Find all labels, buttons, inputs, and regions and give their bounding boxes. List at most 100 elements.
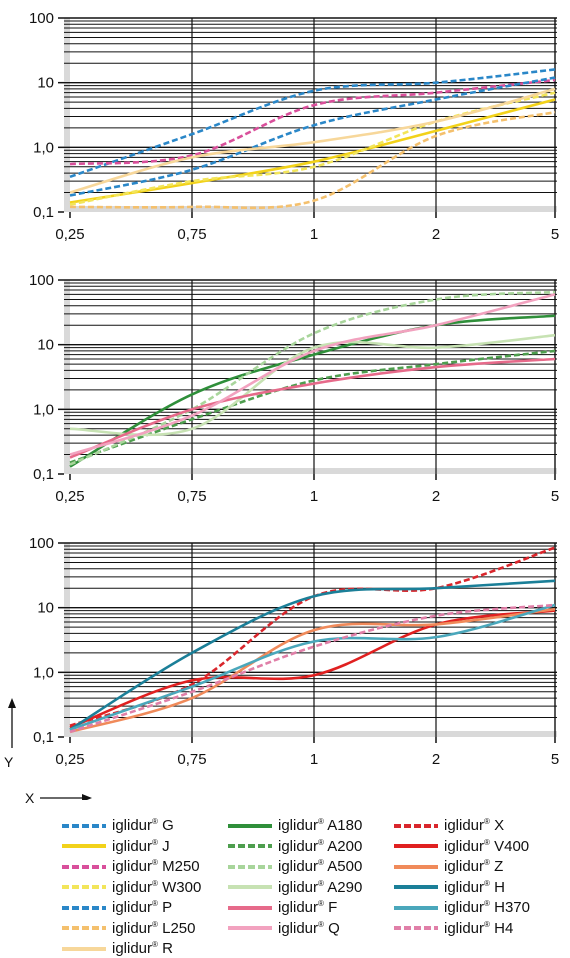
series-line-Q bbox=[69, 293, 556, 456]
legend-item-A290: iglidur® A290 bbox=[228, 878, 362, 897]
legend-swatch bbox=[62, 885, 106, 889]
series-line-H4 bbox=[69, 603, 556, 734]
legend-item-M250: iglidur® M250 bbox=[62, 857, 200, 876]
series-line-H370 bbox=[69, 603, 556, 731]
bottom-band bbox=[64, 468, 557, 474]
left-band bbox=[64, 280, 70, 474]
x-axis-label: X bbox=[25, 790, 35, 806]
chart-panel-2: 100 10 1,0 0,10,25 0,75 1 2 5 bbox=[29, 272, 559, 505]
x-tick-label: 0,25 bbox=[55, 751, 84, 768]
x-tick-label: 5 bbox=[551, 488, 559, 505]
x-tick-label: 2 bbox=[432, 226, 440, 243]
y-tick-label: 100 bbox=[29, 272, 54, 289]
legend-item-A500: iglidur® A500 bbox=[228, 857, 362, 876]
legend-label: iglidur® V400 bbox=[444, 837, 530, 855]
x-tick-label: 0,25 bbox=[55, 488, 84, 505]
legend-swatch bbox=[228, 864, 272, 869]
y-tick-label: 10 bbox=[37, 600, 54, 617]
legend-item-H370: iglidur® H370 bbox=[394, 898, 530, 917]
y-tick-label: 1,0 bbox=[33, 401, 54, 418]
bottom-band bbox=[64, 206, 557, 212]
legend-swatch bbox=[394, 885, 438, 889]
legend-item-G: iglidur® G bbox=[62, 816, 174, 835]
x-axis-arrow bbox=[40, 794, 92, 800]
legend-item-L250: iglidur® L250 bbox=[62, 919, 195, 938]
legend-item-P: iglidur® P bbox=[62, 898, 172, 917]
left-band bbox=[64, 18, 70, 212]
series-line-P bbox=[69, 76, 556, 197]
legend-item-F: iglidur® F bbox=[228, 898, 337, 917]
legend-label: iglidur® R bbox=[112, 940, 173, 957]
legend-label: iglidur® H4 bbox=[444, 919, 514, 937]
legend-label: iglidur® Q bbox=[278, 919, 340, 937]
bottom-band bbox=[64, 731, 557, 737]
x-tick-label: 5 bbox=[551, 751, 559, 768]
legend-item-H4: iglidur® H4 bbox=[394, 919, 513, 938]
x-tick-label: 2 bbox=[432, 751, 440, 768]
series-line-R bbox=[69, 87, 556, 194]
x-tick-label: 0,25 bbox=[55, 226, 84, 243]
legend-label: iglidur® L250 bbox=[112, 919, 196, 937]
legend-swatch bbox=[228, 905, 272, 910]
legend-item-A180: iglidur® A180 bbox=[228, 816, 362, 835]
left-band bbox=[64, 543, 70, 737]
legend-swatch bbox=[62, 926, 106, 930]
legend-swatch bbox=[394, 926, 438, 930]
series-line-H bbox=[69, 579, 556, 731]
legend-swatch bbox=[228, 926, 272, 930]
legend-swatch bbox=[62, 823, 106, 828]
legend-swatch bbox=[394, 864, 438, 869]
legend-swatch bbox=[62, 946, 106, 951]
series-line-A290 bbox=[69, 333, 556, 437]
legend-label: iglidur® G bbox=[112, 817, 174, 834]
legend-item-A200: iglidur® A200 bbox=[228, 837, 362, 856]
legend-label: iglidur® A290 bbox=[278, 878, 363, 896]
series-line-A180 bbox=[69, 314, 556, 468]
series-line-M250 bbox=[69, 78, 556, 166]
series-line-X bbox=[69, 546, 556, 727]
legend-swatch bbox=[62, 905, 106, 910]
legend-item-R: iglidur® R bbox=[62, 939, 173, 958]
y-tick-label: 100 bbox=[29, 10, 54, 27]
y-tick-label: 1,0 bbox=[33, 139, 54, 156]
series-line-Z bbox=[69, 607, 556, 734]
legend-item-V400: iglidur® V400 bbox=[394, 837, 529, 856]
legend-swatch bbox=[394, 844, 438, 848]
series-line-J bbox=[69, 98, 556, 204]
y-tick-label: 0,1 bbox=[33, 729, 54, 746]
x-tick-label: 0,75 bbox=[177, 226, 206, 243]
legend-label: iglidur® M250 bbox=[112, 858, 200, 875]
legend-item-X: iglidur® X bbox=[394, 816, 504, 835]
legend-swatch bbox=[62, 844, 106, 848]
y-axis-label: Y bbox=[4, 754, 14, 770]
x-tick-label: 5 bbox=[551, 226, 559, 243]
legend-swatch bbox=[62, 864, 106, 869]
chart-panel-3: 100 10 1,0 0,10,25 0,75 1 2 5 bbox=[29, 535, 559, 768]
series-line-L250 bbox=[69, 110, 556, 210]
chart-panel-1: 100 10 1,0 0,10,25 0,75 1 2 5 bbox=[29, 10, 559, 243]
legend-label: iglidur® Z bbox=[444, 858, 504, 875]
y-tick-label: 10 bbox=[37, 337, 54, 354]
series-line-G bbox=[69, 68, 556, 179]
legend-label: iglidur® A500 bbox=[278, 858, 363, 875]
legend-label: iglidur® H370 bbox=[444, 899, 530, 916]
x-tick-label: 2 bbox=[432, 488, 440, 505]
x-tick-label: 1 bbox=[310, 488, 318, 505]
legend-label: iglidur® P bbox=[112, 899, 173, 916]
legend-item-Z: iglidur® Z bbox=[394, 857, 503, 876]
legend-item-J: iglidur® J bbox=[62, 837, 170, 856]
series-line-V400 bbox=[69, 609, 556, 729]
legend-item-W300: iglidur® W300 bbox=[62, 878, 201, 897]
legend-label: iglidur® J bbox=[112, 837, 170, 855]
legend-label: iglidur® F bbox=[278, 899, 338, 916]
legend-label: iglidur® H bbox=[444, 878, 505, 896]
legend-label: iglidur® W300 bbox=[112, 878, 202, 896]
legend-item-H: iglidur® H bbox=[394, 878, 505, 897]
series-line-F bbox=[69, 357, 556, 459]
y-tick-label: 1,0 bbox=[33, 664, 54, 681]
legend-swatch bbox=[228, 823, 272, 828]
x-tick-label: 1 bbox=[310, 751, 318, 768]
y-tick-label: 0,1 bbox=[33, 466, 54, 483]
x-tick-label: 0,75 bbox=[177, 751, 206, 768]
